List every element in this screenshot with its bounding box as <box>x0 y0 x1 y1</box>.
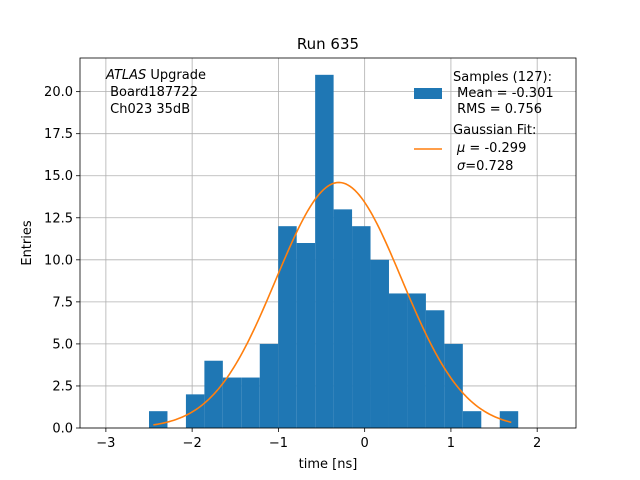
x-tick-label: −2 <box>183 436 202 451</box>
y-tick-label: 2.5 <box>52 379 73 394</box>
histogram-bar <box>149 411 168 428</box>
y-axis-label: Entries <box>20 220 35 266</box>
x-axis-label: time [ns] <box>299 457 358 472</box>
y-tick-label: 0.0 <box>52 422 73 437</box>
histogram-bar <box>315 74 334 429</box>
legend-fit-title: Gaussian Fit: <box>453 123 536 138</box>
annotation-atlas: ATLAS <box>105 68 146 83</box>
histogram-bar <box>352 226 371 428</box>
y-tick-label: 12.5 <box>44 211 73 226</box>
annotation-board: Board187722 <box>106 85 198 100</box>
legend-samples-title: Samples (127): <box>453 70 552 85</box>
y-axis-ticks: 0.0 2.5 5.0 7.5 10.0 12.5 15.0 17.5 20.0 <box>44 85 80 437</box>
histogram-bar <box>444 343 463 428</box>
histogram-bars <box>149 74 519 429</box>
x-tick-label: 1 <box>447 436 455 451</box>
x-tick-label: 2 <box>533 436 541 451</box>
y-tick-label: 17.5 <box>44 127 73 142</box>
x-tick-label: −1 <box>269 436 288 451</box>
svg-text:ATLAS Upgrade: ATLAS Upgrade <box>105 68 206 83</box>
svg-text:σ=0.728: σ=0.728 <box>457 159 513 174</box>
legend: Samples (127): Mean = -0.301 RMS = 0.756… <box>414 70 554 174</box>
legend-samples-rms: RMS = 0.756 <box>453 102 542 117</box>
atlas-annotation: ATLAS Upgrade Board187722 Ch023 35dB <box>105 68 206 117</box>
x-tick-label: 0 <box>361 436 369 451</box>
legend-fit-sigma-symbol: σ <box>457 159 466 174</box>
histogram-bar <box>388 293 408 428</box>
histogram-bar <box>333 209 353 428</box>
y-tick-label: 5.0 <box>52 337 73 352</box>
y-tick-label: 20.0 <box>44 85 73 100</box>
svg-text:μ = -0.299: μ = -0.299 <box>456 141 526 156</box>
histogram-bar <box>425 310 445 428</box>
gaussian-fit-curve <box>153 181 512 426</box>
x-tick-label: −3 <box>96 436 115 451</box>
legend-samples-swatch <box>414 88 442 99</box>
legend-samples-mean: Mean = -0.301 <box>453 86 554 101</box>
x-axis-ticks: −3 −2 −1 0 1 2 <box>96 428 541 451</box>
annotation-upgrade: Upgrade <box>146 68 206 83</box>
histogram-bar <box>407 293 426 428</box>
plot-frame <box>79 57 577 429</box>
histogram-bar <box>462 411 482 428</box>
histogram-bar <box>370 259 389 428</box>
histogram-bar <box>241 377 260 428</box>
histogram-bar <box>222 377 242 428</box>
y-tick-label: 7.5 <box>52 295 73 310</box>
histogram-bar <box>259 343 279 428</box>
annotation-channel: Ch023 35dB <box>106 102 190 117</box>
chart-title: Run 635 <box>297 35 359 53</box>
histogram-bar <box>296 243 316 428</box>
legend-fit-sigma: =0.728 <box>465 159 513 174</box>
histogram-bar <box>278 226 297 428</box>
legend-fit-mu-symbol: μ <box>456 141 465 156</box>
histogram-bar <box>185 394 205 428</box>
y-tick-label: 15.0 <box>44 169 73 184</box>
y-tick-label: 10.0 <box>44 253 73 268</box>
histogram-bar <box>499 411 519 428</box>
legend-fit-mu: = -0.299 <box>465 141 526 156</box>
